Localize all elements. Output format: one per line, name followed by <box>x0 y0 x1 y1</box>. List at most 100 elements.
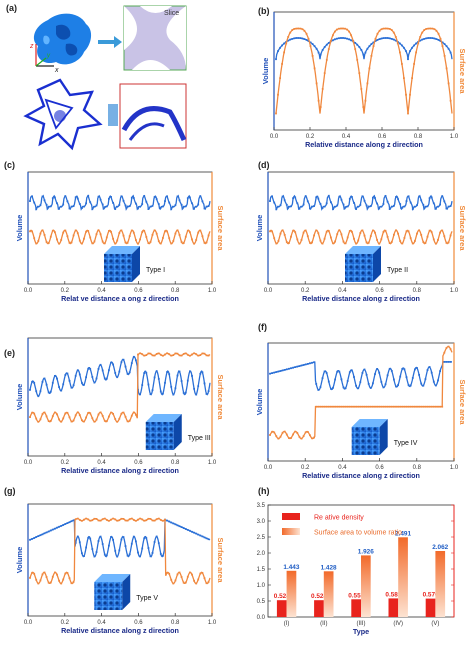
data-point <box>201 235 204 238</box>
data-point <box>435 405 437 408</box>
data-point <box>437 379 439 382</box>
data-point <box>384 37 387 39</box>
data-point <box>43 532 46 535</box>
data-point <box>137 242 139 245</box>
data-point <box>351 230 353 233</box>
bar-relative-density <box>351 599 361 617</box>
data-point <box>421 38 424 41</box>
y-tick-label: 0.5 <box>257 599 266 605</box>
data-point <box>64 572 67 575</box>
legend-label-ratio: Surface area to volume ratio <box>314 530 402 537</box>
data-point <box>72 205 75 207</box>
data-point <box>382 231 385 233</box>
data-point <box>103 206 106 209</box>
data-point <box>70 520 73 523</box>
data-point <box>411 46 413 49</box>
data-point <box>405 200 408 202</box>
panel-c-label: (c) <box>4 160 15 170</box>
data-point <box>143 537 146 540</box>
data-point <box>189 354 191 357</box>
data-point <box>168 237 171 240</box>
data-point <box>195 582 198 585</box>
data-point <box>353 237 355 240</box>
data-point <box>159 390 162 393</box>
x-tick-label: 0.2 <box>301 465 310 471</box>
data-point <box>376 32 379 35</box>
data-point <box>357 405 360 408</box>
axis-y-label: y <box>46 53 51 59</box>
data-point <box>93 420 96 423</box>
data-point <box>151 519 154 522</box>
data-point <box>330 387 332 390</box>
data-point <box>143 229 146 232</box>
data-point <box>364 99 367 102</box>
data-point <box>166 519 168 522</box>
data-point <box>207 390 210 392</box>
data-point <box>62 417 65 420</box>
data-point <box>205 393 208 395</box>
data-point <box>85 416 87 419</box>
data-point <box>397 232 399 235</box>
data-point <box>390 29 393 31</box>
data-point <box>396 42 399 45</box>
data-point <box>199 229 202 232</box>
data-point <box>285 433 288 436</box>
data-point <box>289 38 292 41</box>
data-point <box>415 42 417 45</box>
data-point <box>409 405 412 408</box>
data-point <box>45 531 48 534</box>
data-point <box>116 239 119 242</box>
data-point <box>180 380 183 382</box>
data-point <box>126 373 129 375</box>
data-point <box>122 358 125 361</box>
data-point <box>56 202 58 205</box>
data-point <box>118 519 121 522</box>
data-point <box>178 354 181 357</box>
data-point <box>203 207 206 210</box>
y-tick-label: 1.0 <box>257 583 266 589</box>
y-axis-left-label: Volume <box>15 547 24 574</box>
data-point <box>296 238 299 241</box>
data-point <box>35 242 38 245</box>
data-point <box>182 205 185 208</box>
data-point <box>168 201 171 204</box>
data-point <box>87 230 90 232</box>
data-point <box>338 229 341 232</box>
data-point <box>403 46 405 49</box>
data-point <box>405 93 407 96</box>
data-point <box>338 37 340 40</box>
data-point <box>423 38 426 40</box>
data-point <box>74 541 77 544</box>
data-point <box>47 205 50 208</box>
data-point <box>199 354 202 356</box>
cube-side <box>173 414 182 450</box>
x-tick-label: (III) <box>357 621 366 627</box>
data-point <box>182 392 185 394</box>
data-point <box>359 204 362 206</box>
data-point <box>143 354 146 357</box>
data-point <box>41 413 44 415</box>
bar-relative-density <box>425 598 436 617</box>
data-point <box>336 204 339 207</box>
data-point <box>124 545 127 547</box>
data-point <box>114 242 117 245</box>
data-point <box>174 579 177 582</box>
data-point <box>405 376 408 379</box>
data-point <box>321 242 324 245</box>
series-markers-surface-area <box>29 517 210 585</box>
data-point <box>428 229 431 232</box>
data-point <box>306 200 309 203</box>
data-point <box>51 197 54 200</box>
data-point <box>35 578 38 581</box>
data-point <box>323 205 326 208</box>
data-point <box>132 197 135 199</box>
data-point <box>89 537 92 540</box>
x-tick-label: 0.2 <box>61 620 70 626</box>
data-point <box>49 581 52 584</box>
data-point <box>330 405 332 408</box>
data-point <box>283 199 286 202</box>
data-point <box>399 375 402 378</box>
data-point <box>323 405 326 408</box>
data-point <box>95 204 98 207</box>
